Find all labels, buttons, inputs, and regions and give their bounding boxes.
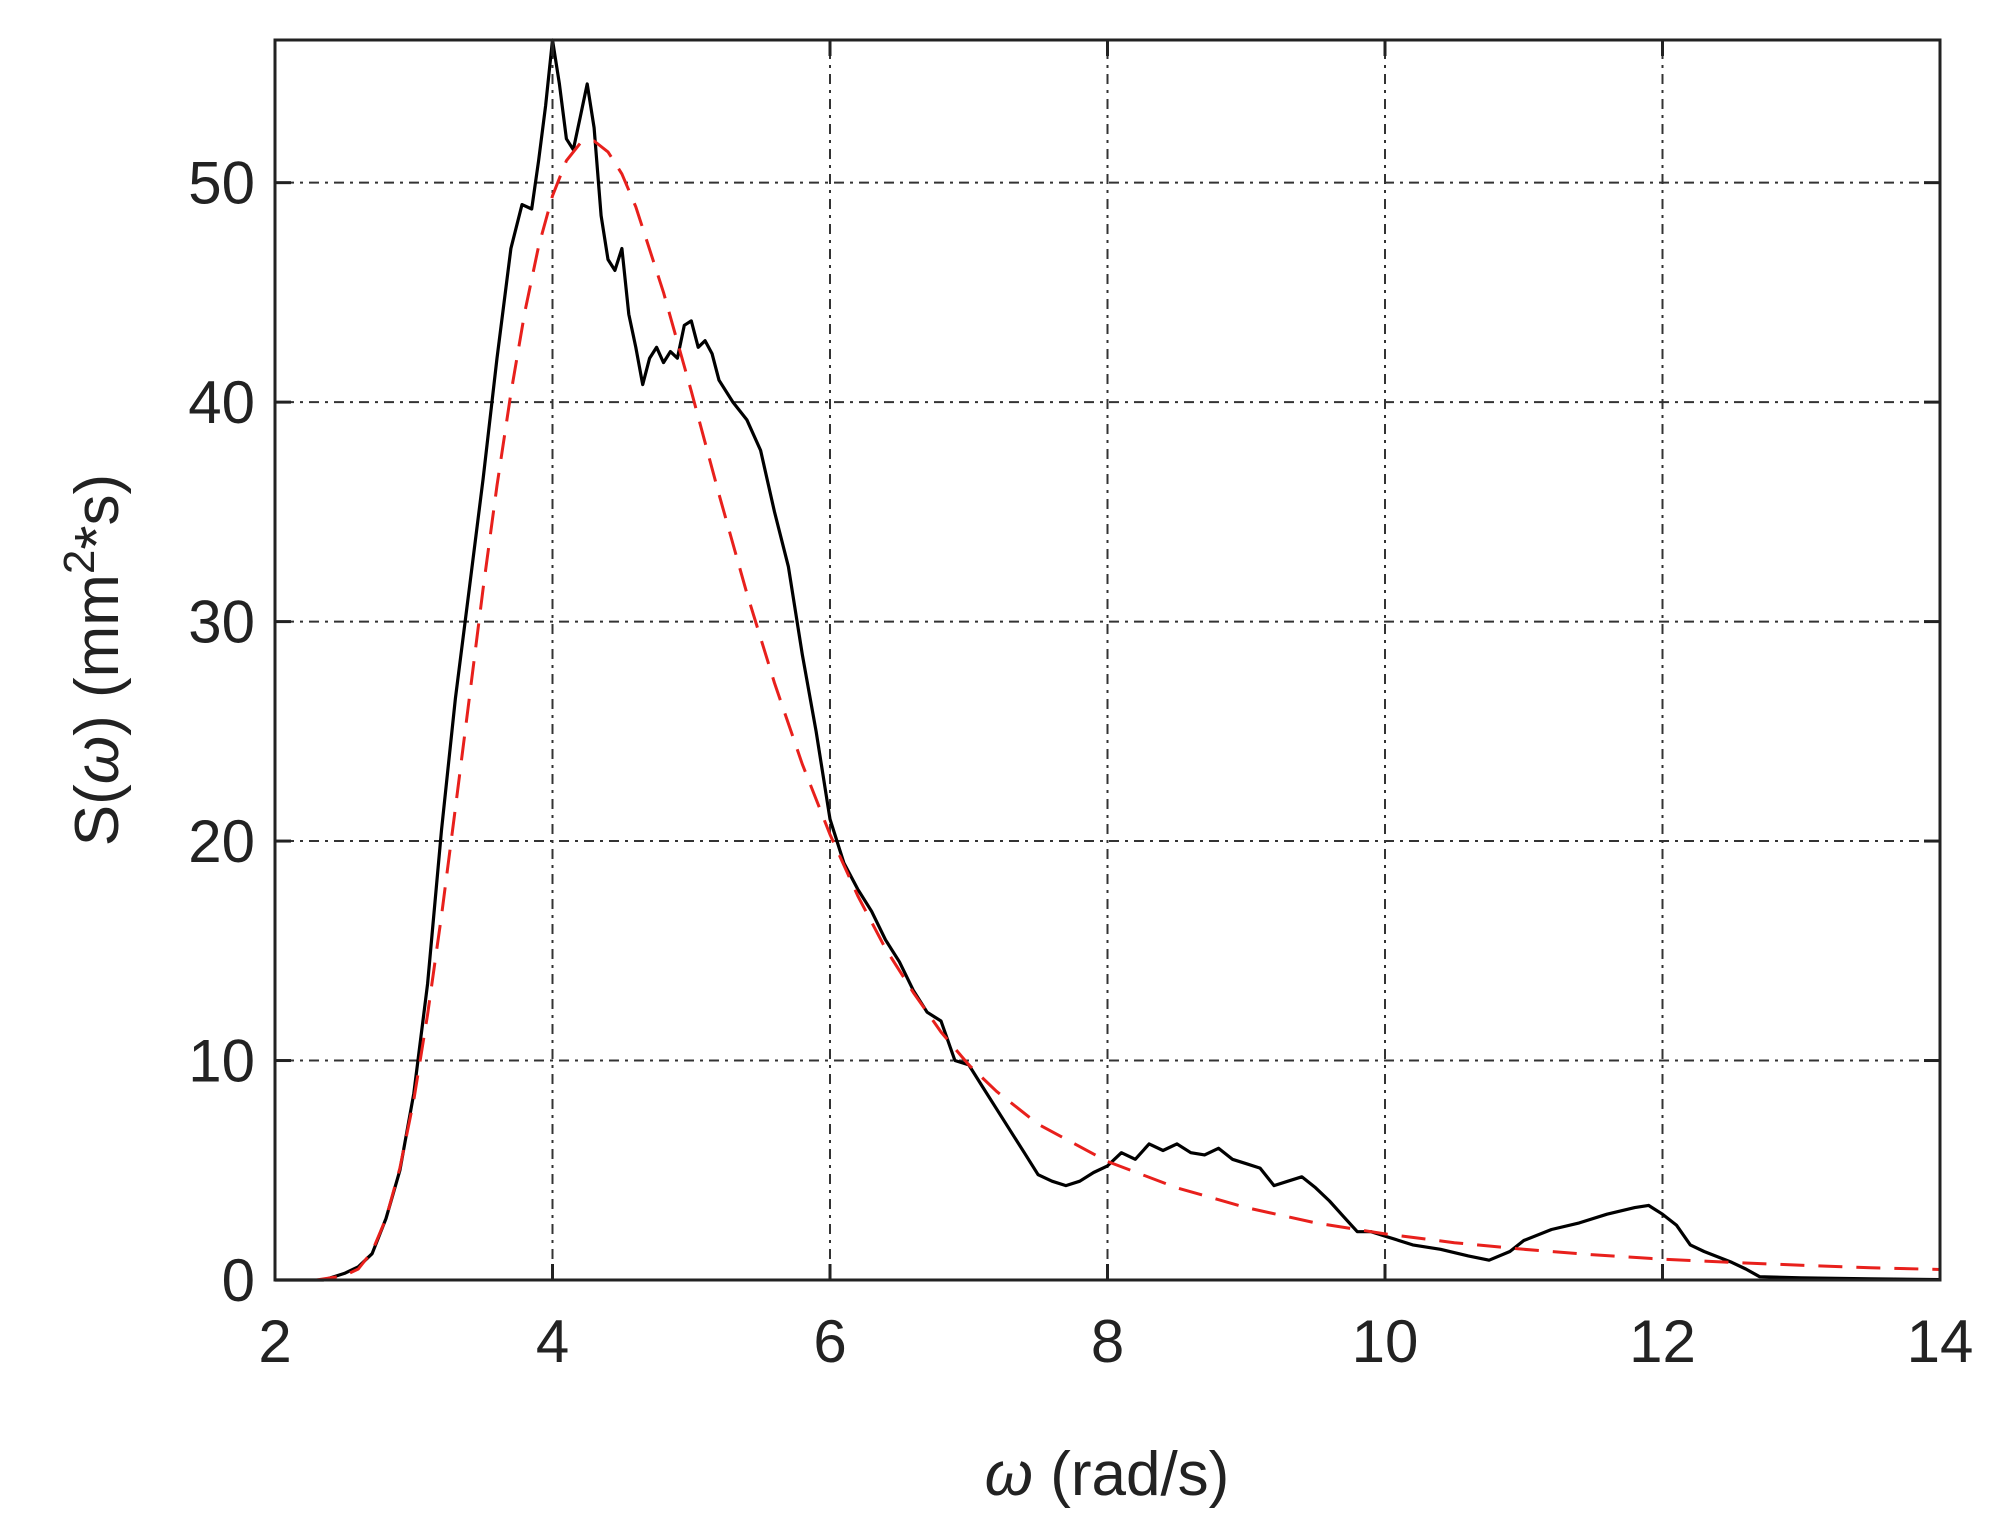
y-axis-label: S(ω) (mm2*s): [55, 474, 132, 846]
tick-layer: 2 4 6 8 10 12 14 0 10 20 30 40 50: [188, 40, 1973, 1375]
y-tick-label: 10: [188, 1028, 255, 1095]
x-tick-label: 10: [1352, 1308, 1419, 1375]
x-axis-label: ω (rad/s): [985, 1440, 1230, 1509]
x-tick-label: 14: [1907, 1308, 1974, 1375]
x-tick-label: 2: [258, 1308, 291, 1375]
x-tick-label: 4: [536, 1308, 569, 1375]
x-tick-label: 8: [1091, 1308, 1124, 1375]
x-axis-label-symbol: ω: [985, 1440, 1033, 1509]
y-axis-label-post: *s): [63, 474, 132, 550]
y-tick-label: 50: [188, 150, 255, 217]
x-tick-label: 6: [813, 1308, 846, 1375]
measured-spectrum-line: [275, 38, 1941, 1282]
y-tick-label: 40: [188, 369, 255, 436]
x-tick-label: 12: [1629, 1308, 1696, 1375]
y-axis-label-sup: 2: [55, 550, 104, 574]
y-tick-label: 30: [188, 589, 255, 656]
y-axis-label-prefix: S(: [63, 784, 132, 846]
grid-lines: [275, 40, 1940, 1280]
fitted-spectrum-line: [275, 139, 1941, 1282]
y-axis-label-symbol: ω: [63, 736, 132, 784]
series-layer: [275, 38, 1941, 1282]
plot-background: [275, 40, 1940, 1280]
y-axis-label-suffix: ) (mm: [63, 574, 132, 736]
x-axis-label-text: (rad/s): [1033, 1440, 1229, 1509]
y-tick-label: 20: [188, 808, 255, 875]
y-tick-label: 0: [222, 1247, 255, 1314]
